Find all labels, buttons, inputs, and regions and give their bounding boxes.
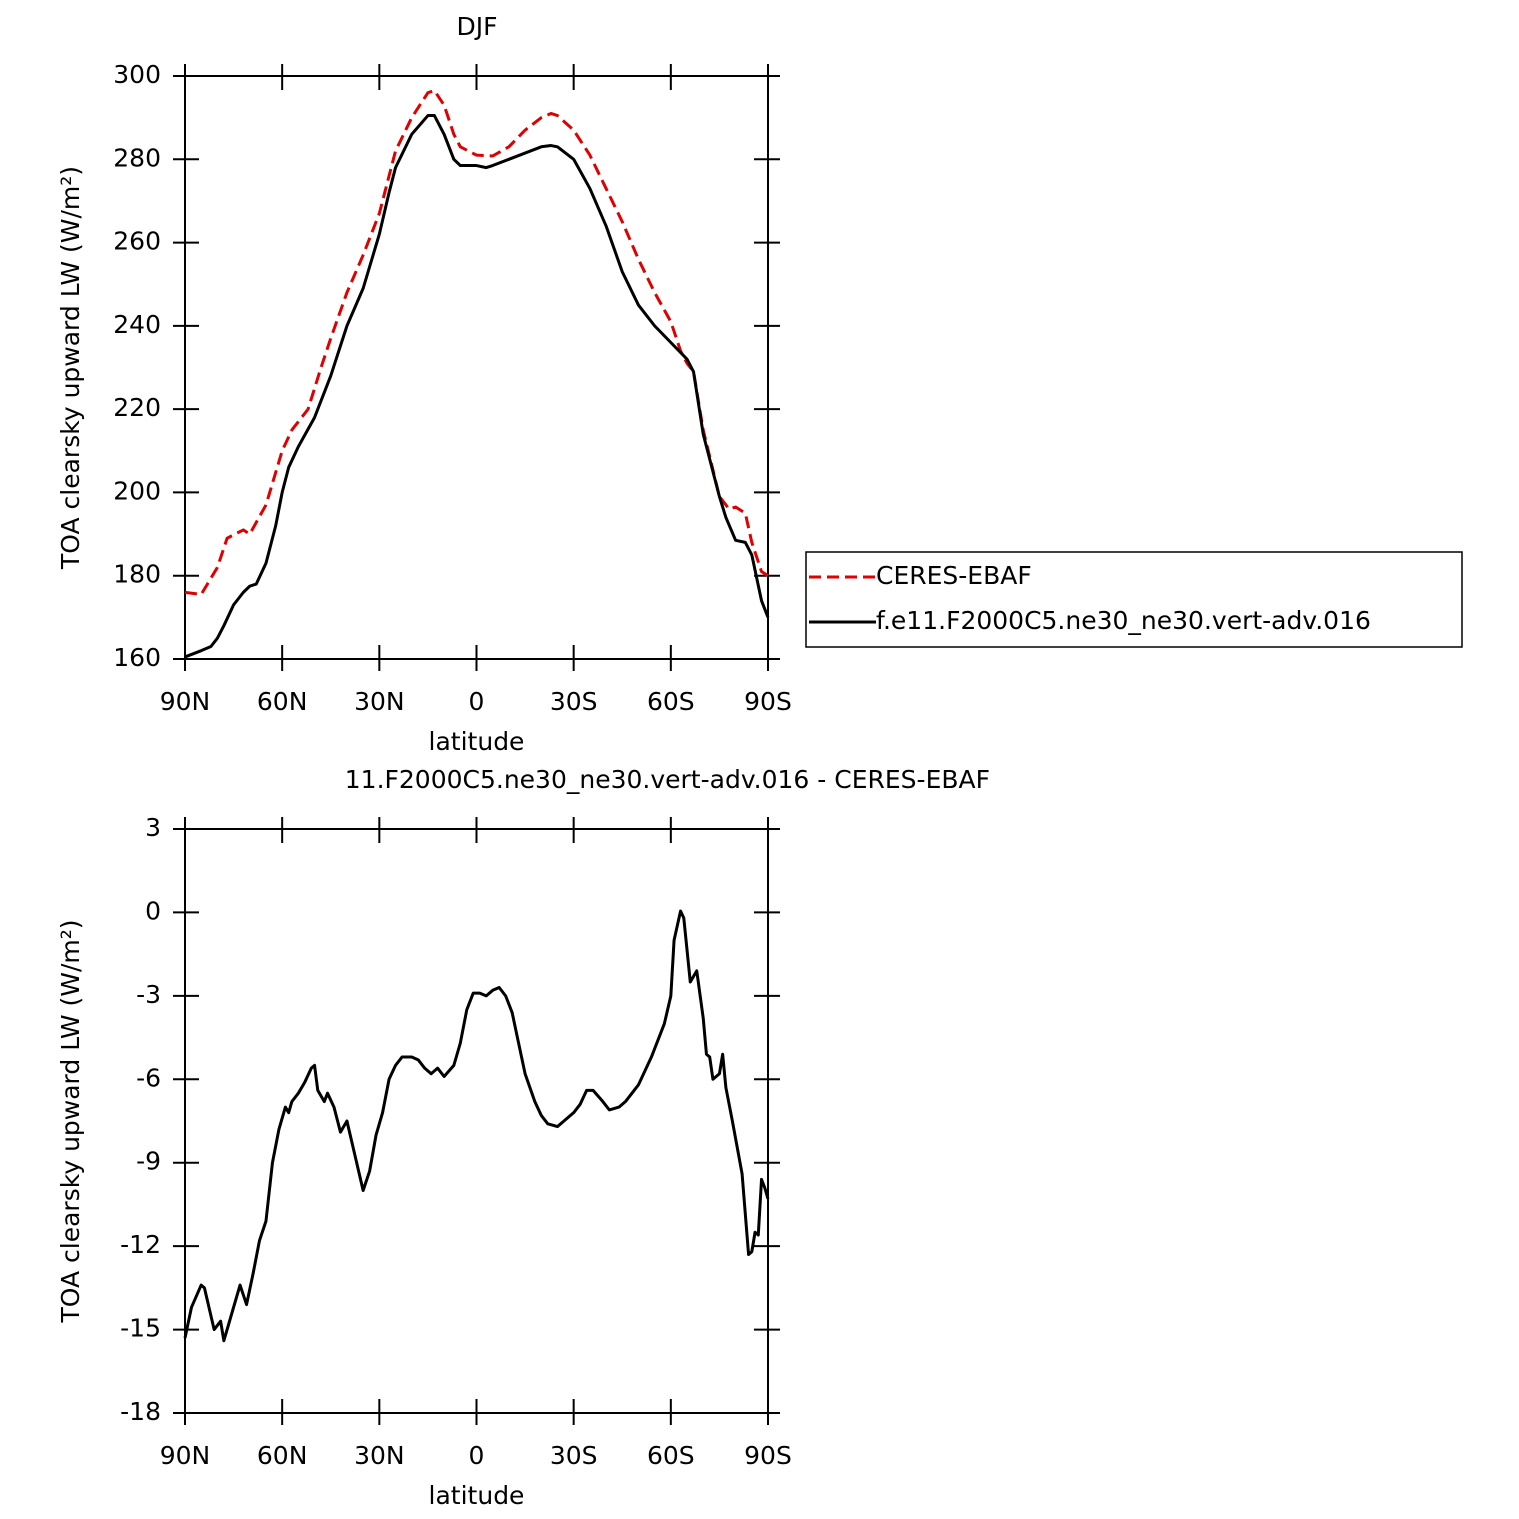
plot-frame: [184, 75, 769, 660]
x-tick-label: 0: [469, 1441, 485, 1470]
x-tick-label: 30S: [550, 1441, 598, 1470]
x-tick-label: 60S: [647, 687, 695, 716]
x-tick-label: 0: [469, 687, 485, 716]
y-tick-label: -18: [120, 1397, 161, 1426]
y-tick-label: 280: [113, 143, 161, 172]
y-tick-label: 200: [113, 476, 161, 505]
y-tick-label: 220: [113, 393, 161, 422]
x-tick-label: 90N: [160, 1441, 211, 1470]
x-tick-label: 60S: [647, 1441, 695, 1470]
x-axis-label: latitude: [429, 727, 525, 756]
chart-title: 11.F2000C5.ne30_ne30.vert-adv.016 - CERE…: [345, 765, 990, 794]
x-tick-label: 30N: [354, 1441, 405, 1470]
data-line: [183, 909, 770, 1343]
legend-label: f.e11.F2000C5.ne30_ne30.vert-adv.016: [876, 606, 1371, 635]
y-tick-label: -3: [136, 980, 161, 1009]
chart-title: DJF: [456, 12, 497, 41]
data-line: [184, 89, 769, 596]
y-tick-label: -9: [136, 1147, 161, 1176]
y-tick-label: 3: [145, 813, 161, 842]
legend-box: [805, 551, 1463, 648]
x-tick-label: 90S: [744, 1441, 792, 1470]
y-tick-label: 0: [145, 896, 161, 925]
y-tick-label: 260: [113, 227, 161, 256]
y-tick-label: -6: [136, 1063, 161, 1092]
y-tick-label: -15: [120, 1314, 161, 1343]
x-tick-label: 60N: [257, 687, 308, 716]
y-tick-label: -12: [120, 1230, 161, 1259]
x-tick-label: 60N: [257, 1441, 308, 1470]
x-tick-label: 90S: [744, 687, 792, 716]
data-line: [184, 114, 770, 659]
x-tick-label: 90N: [160, 687, 211, 716]
x-tick-label: 30S: [550, 687, 598, 716]
y-tick-label: 180: [113, 560, 161, 589]
plot-frame: [184, 828, 769, 1414]
x-tick-label: 30N: [354, 687, 405, 716]
legend-label: CERES-EBAF: [876, 561, 1032, 590]
x-axis-label: latitude: [429, 1481, 525, 1510]
y-axis-label: TOA clearsky upward LW (W/m²): [56, 919, 85, 1323]
y-axis-label: TOA clearsky upward LW (W/m²): [56, 166, 85, 570]
y-tick-label: 300: [113, 60, 161, 89]
y-tick-label: 160: [113, 643, 161, 672]
y-tick-label: 240: [113, 310, 161, 339]
